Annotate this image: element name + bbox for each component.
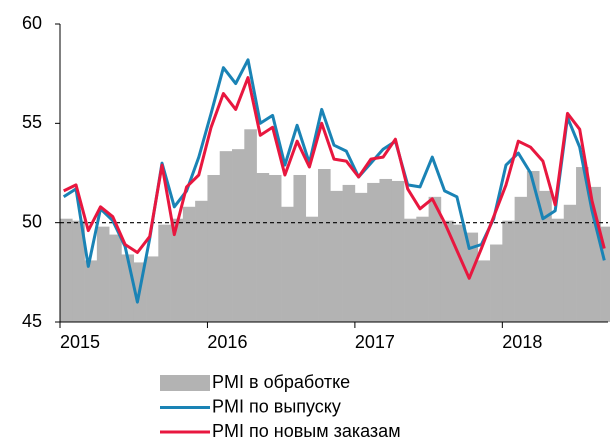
bar [146, 256, 159, 322]
line [63, 76, 606, 280]
bar [342, 184, 356, 322]
bar [72, 220, 85, 322]
bar [367, 182, 380, 322]
bar [563, 204, 577, 322]
bar [232, 149, 245, 322]
bar [256, 173, 270, 322]
legend-swatch [160, 375, 210, 391]
bar [244, 129, 257, 322]
bar [195, 200, 208, 322]
x-tick-label: 2018 [502, 332, 542, 352]
y-tick-label: 50 [22, 211, 42, 231]
bar [293, 174, 307, 322]
bar [404, 218, 417, 322]
bar [96, 226, 110, 322]
bar [526, 171, 540, 322]
bar [514, 196, 528, 322]
bar [109, 234, 122, 322]
bar [354, 192, 368, 322]
bar [477, 260, 491, 322]
x-tick-label: 2017 [355, 332, 395, 352]
bar [379, 178, 393, 322]
bar [465, 232, 479, 322]
bar [539, 190, 552, 322]
bar [453, 224, 466, 322]
bar [440, 220, 454, 322]
bar [391, 180, 405, 322]
bar [416, 216, 429, 322]
bar [305, 216, 319, 322]
y-tick-label: 45 [22, 311, 42, 331]
bar [490, 244, 503, 322]
bar [576, 167, 589, 322]
bar [207, 174, 221, 322]
bar [60, 218, 73, 322]
bar [170, 218, 184, 322]
bar [219, 151, 233, 322]
x-tick-label: 2016 [207, 332, 247, 352]
bar [600, 226, 610, 322]
bar [158, 224, 171, 322]
legend-label: PMI в обработке [212, 372, 350, 392]
y-tick-label: 60 [22, 13, 42, 33]
y-tick-label: 55 [22, 112, 42, 132]
bar [551, 218, 565, 322]
bar [281, 206, 294, 322]
bar [84, 260, 98, 322]
legend-label: PMI по новым заказам [212, 421, 401, 441]
bar [182, 206, 196, 322]
bar [268, 174, 282, 322]
bar [502, 220, 515, 322]
bar [428, 196, 442, 322]
legend-label: PMI по выпуску [212, 396, 341, 416]
x-tick-label: 2015 [60, 332, 100, 352]
bar [330, 190, 343, 322]
bar [318, 169, 331, 322]
